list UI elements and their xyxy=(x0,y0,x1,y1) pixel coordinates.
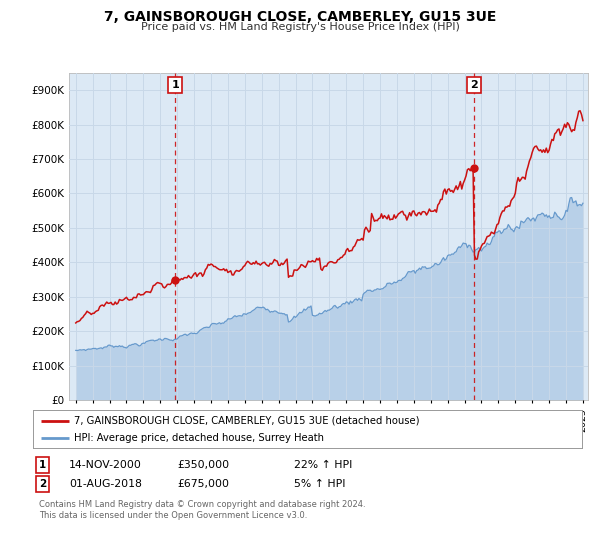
Text: HPI: Average price, detached house, Surrey Heath: HPI: Average price, detached house, Surr… xyxy=(74,433,324,444)
Text: 7, GAINSBOROUGH CLOSE, CAMBERLEY, GU15 3UE (detached house): 7, GAINSBOROUGH CLOSE, CAMBERLEY, GU15 3… xyxy=(74,416,419,426)
Text: Price paid vs. HM Land Registry's House Price Index (HPI): Price paid vs. HM Land Registry's House … xyxy=(140,22,460,32)
Text: 14-NOV-2000: 14-NOV-2000 xyxy=(69,460,142,470)
Text: 1: 1 xyxy=(39,460,46,470)
Text: £675,000: £675,000 xyxy=(177,479,229,489)
Text: 22% ↑ HPI: 22% ↑ HPI xyxy=(294,460,352,470)
Text: 1: 1 xyxy=(171,80,179,90)
Text: £350,000: £350,000 xyxy=(177,460,229,470)
Text: Contains HM Land Registry data © Crown copyright and database right 2024.: Contains HM Land Registry data © Crown c… xyxy=(39,500,365,508)
Text: 2: 2 xyxy=(470,80,478,90)
Text: 7, GAINSBOROUGH CLOSE, CAMBERLEY, GU15 3UE: 7, GAINSBOROUGH CLOSE, CAMBERLEY, GU15 3… xyxy=(104,10,496,24)
Text: 01-AUG-2018: 01-AUG-2018 xyxy=(69,479,142,489)
Text: 5% ↑ HPI: 5% ↑ HPI xyxy=(294,479,346,489)
Text: 2: 2 xyxy=(39,479,46,489)
Text: This data is licensed under the Open Government Licence v3.0.: This data is licensed under the Open Gov… xyxy=(39,511,307,520)
